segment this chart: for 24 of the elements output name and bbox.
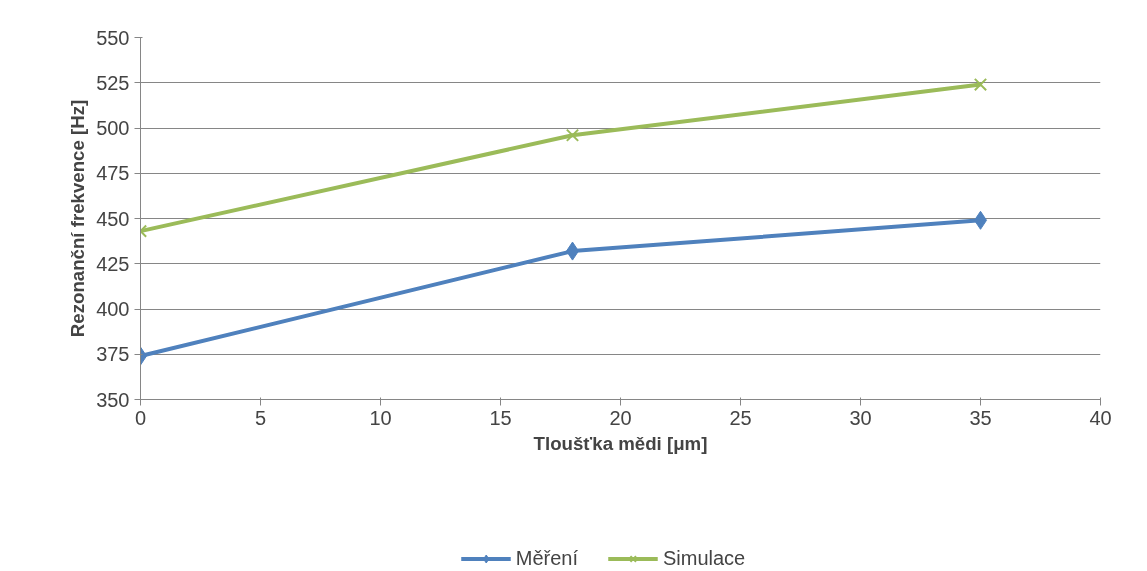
x-tick-label: 15 — [489, 406, 512, 429]
y-tick-label: 450 — [96, 207, 130, 230]
point — [973, 77, 988, 92]
x-tick-label: 30 — [849, 406, 872, 429]
y-tick-label: 475 — [96, 162, 130, 185]
x-tick-label: 5 — [254, 406, 267, 429]
y-tick-label: 550 — [96, 26, 130, 49]
legend-label: Simulace — [662, 546, 746, 570]
y-tick-label: 375 — [96, 343, 130, 366]
y-tick-label: 350 — [96, 388, 130, 411]
y-tick-label: 400 — [96, 298, 130, 320]
x-tick-label: 35 — [969, 406, 992, 429]
y-tick-label: 525 — [96, 71, 130, 94]
point — [565, 128, 580, 142]
y-axis-title: Rezonanční frekvence [Hz] — [67, 99, 89, 338]
y-tick-label: 500 — [96, 117, 130, 139]
x-tick-label: 10 — [369, 406, 392, 429]
x-axis-title: Tloušťka mědi [μm] — [533, 432, 708, 454]
x-tick-label: 0 — [134, 406, 147, 429]
x-tick-label: 25 — [729, 406, 752, 429]
x-tick-label: 40 — [1089, 406, 1112, 429]
legend-label: Měření — [515, 546, 578, 570]
x-tick-label: 20 — [609, 406, 632, 429]
y-tick-label: 425 — [96, 252, 130, 275]
